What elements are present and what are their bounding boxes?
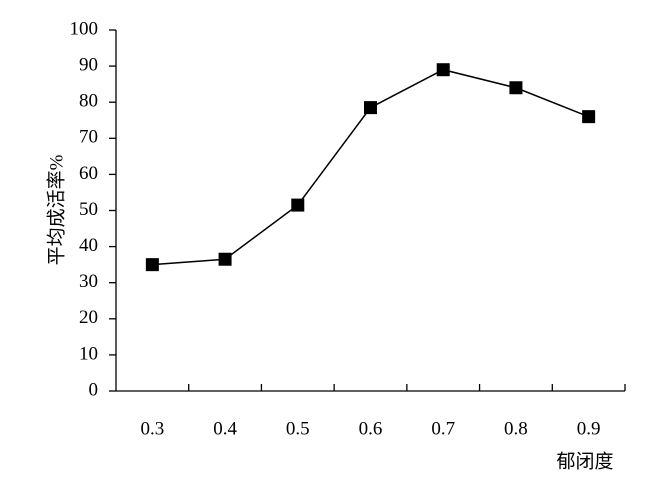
- marker: [436, 63, 450, 77]
- x-tick-label: 0.4: [213, 418, 237, 439]
- marker: [218, 252, 232, 266]
- y-tick-label: 100: [70, 18, 99, 39]
- y-tick-label: 70: [79, 127, 98, 148]
- x-tick-label: 0.9: [577, 418, 601, 439]
- marker: [509, 81, 523, 95]
- y-tick-label: 50: [79, 199, 98, 220]
- y-axis-label: 平均成活率%: [45, 154, 67, 265]
- marker: [582, 110, 596, 124]
- x-tick-label: 0.3: [140, 418, 164, 439]
- y-tick-label: 80: [79, 91, 98, 112]
- y-tick-label: 40: [79, 235, 98, 256]
- line: [152, 68, 589, 266]
- marker: [364, 101, 377, 115]
- y-tick-label: 10: [79, 343, 98, 364]
- marker: [145, 258, 159, 272]
- y-tick-label: 20: [79, 307, 98, 328]
- x-tick-label: 0.5: [286, 418, 310, 439]
- x-tick-label: 0.6: [359, 418, 383, 439]
- x-axis-label: 郁闭度: [556, 450, 613, 472]
- y-tick-label: 60: [79, 163, 98, 184]
- y-tick-label: 30: [79, 271, 98, 292]
- x-tick-label: 0.7: [431, 418, 455, 439]
- marker: [291, 198, 305, 212]
- y-tick-label: 90: [79, 54, 98, 75]
- x-tick-label: 0.8: [504, 418, 528, 439]
- y-tick-label: 0: [89, 379, 99, 400]
